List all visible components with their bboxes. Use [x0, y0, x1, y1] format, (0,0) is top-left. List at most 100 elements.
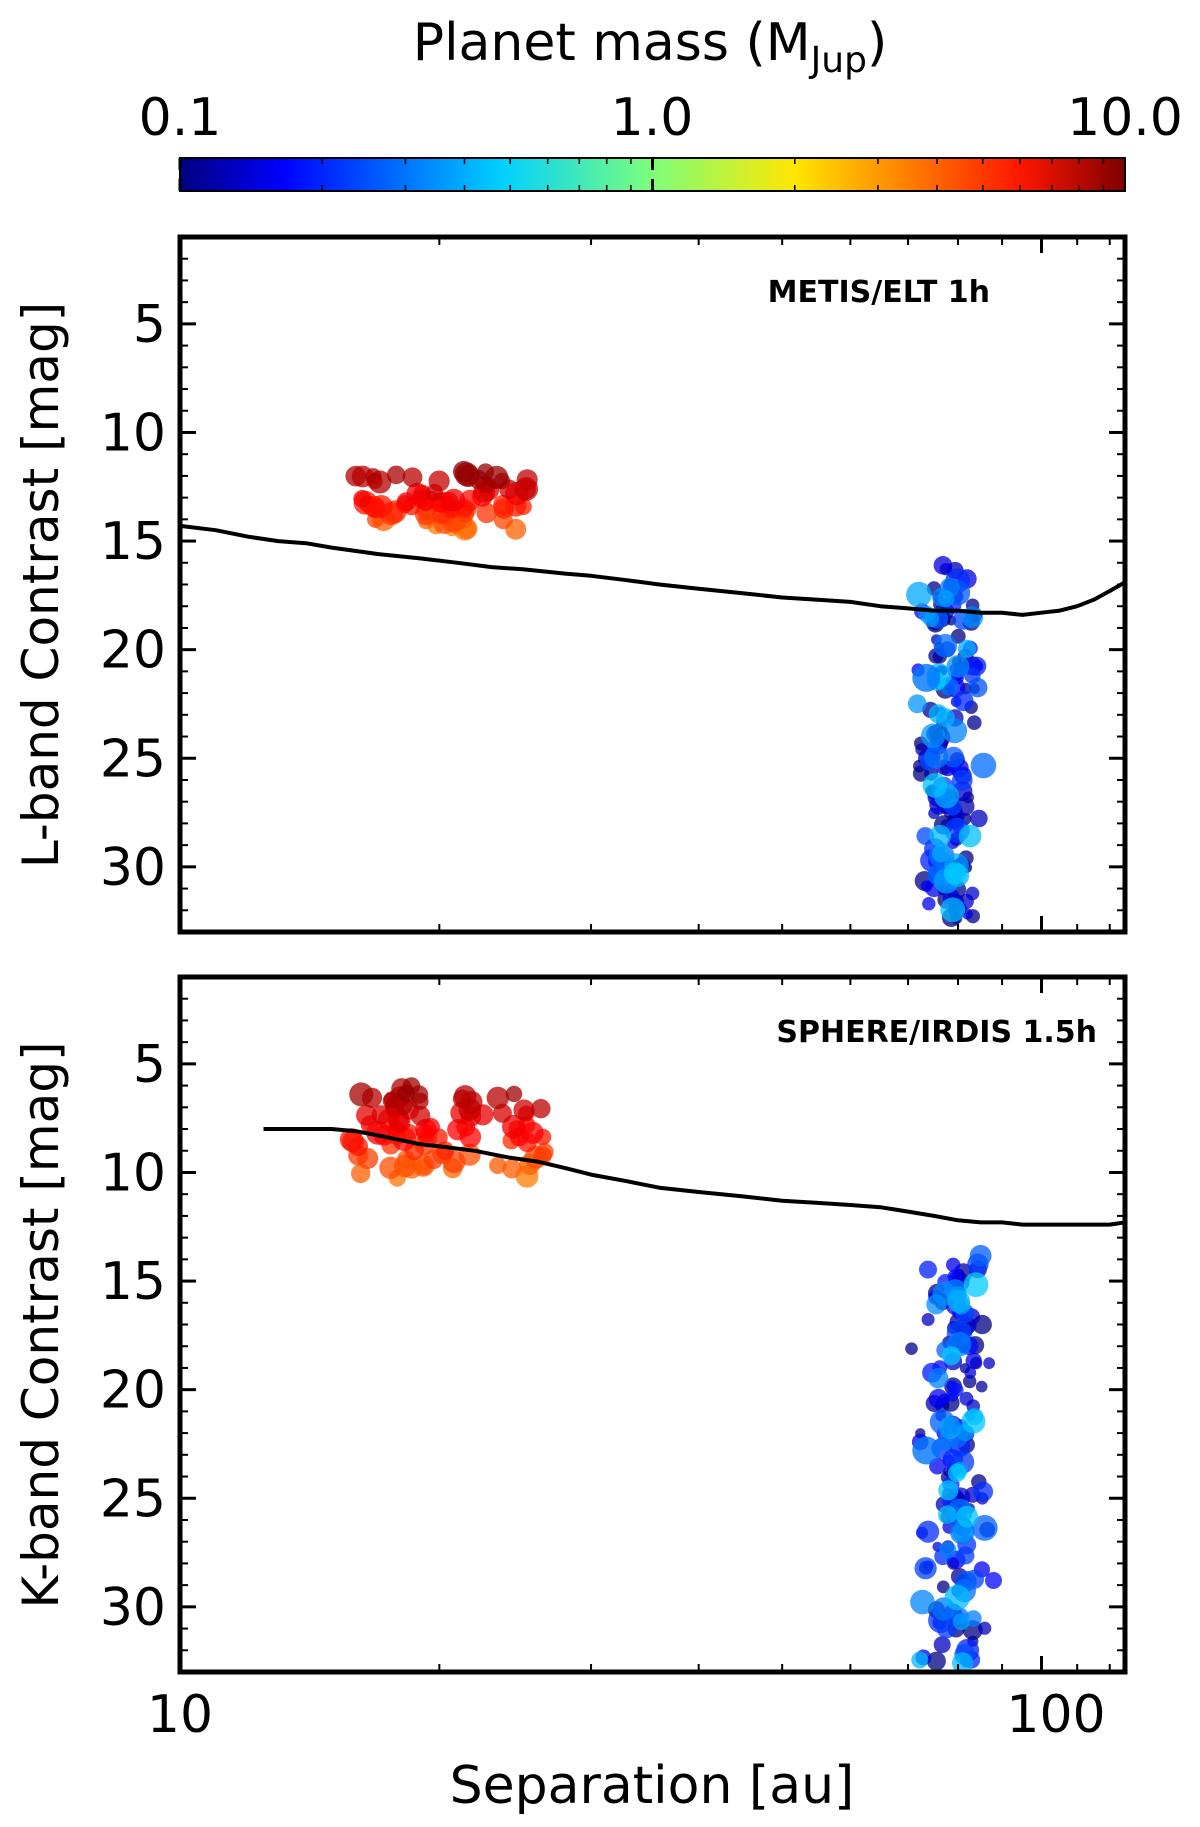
scatter-point [936, 1580, 950, 1594]
scatter-point [926, 1651, 946, 1671]
colorbar: Planet mass (MJup) 0.1 1.0 10.0 [139, 13, 1183, 192]
scatter-point [950, 1383, 964, 1397]
scatter-point [921, 1313, 935, 1326]
scatter-point [905, 1342, 918, 1355]
scatter-point [970, 809, 988, 828]
scatter-point [453, 460, 475, 483]
scatter-point [356, 1104, 378, 1126]
scatter-point [947, 1289, 971, 1313]
y-tick-label: 10 [100, 404, 166, 464]
scatter-point [978, 1621, 992, 1635]
scatter-point [912, 663, 941, 692]
colorbar-tick-label-0.1: 0.1 [139, 88, 222, 148]
y-tick-label: 25 [100, 1469, 166, 1529]
colorbar-tick-label-1.0: 1.0 [611, 88, 694, 148]
top-plot-marks [180, 460, 1125, 927]
scatter-point [516, 469, 538, 491]
scatter-point [967, 715, 982, 730]
scatter-point [477, 463, 495, 481]
scatter-point [941, 1346, 961, 1366]
top-axis-ticks: 5 10 15 20 25 30 [100, 237, 1125, 932]
scatter-point [920, 880, 933, 892]
scatter-point [985, 1572, 1002, 1589]
scatter-point [906, 581, 932, 608]
y-tick-label: 15 [100, 1252, 166, 1312]
scatter-point [531, 1099, 551, 1119]
panel-top: 5 10 15 20 25 30 METIS/ELT 1h L-band Contrast… [12, 234, 1128, 935]
scatter-point [928, 1368, 949, 1389]
scatter-point [946, 1257, 961, 1273]
y-tick-label: 25 [100, 729, 166, 789]
scatter-point [910, 1589, 935, 1615]
bottom-ylabel: K-band Contrast [mag] [12, 1042, 70, 1609]
scatter-point [922, 773, 948, 798]
y-tick-label: 20 [100, 1361, 166, 1421]
colorbar-minor-ticks [178, 158, 1105, 191]
scatter-point [936, 1618, 957, 1639]
scatter-point [911, 1651, 929, 1669]
scatter-point [928, 704, 948, 724]
y-tick-label: 5 [133, 295, 166, 355]
y-tick-label: 15 [100, 512, 166, 572]
bottom-axis-ticks: 5 10 15 20 25 30 [100, 977, 1125, 1672]
colorbar-label: Planet mass (MJup) [413, 13, 888, 81]
scatter-point [386, 465, 406, 485]
scatter-point [943, 862, 967, 885]
scatter-point [342, 1130, 364, 1153]
scatter-point [953, 690, 974, 712]
scatter-point [926, 1294, 947, 1315]
scatter-point [513, 1099, 535, 1121]
scatter-point [349, 1082, 374, 1107]
scatter-point [931, 844, 950, 863]
y-tick-label: 20 [100, 621, 166, 681]
scatter-point [428, 470, 450, 492]
scatter-point [956, 1505, 979, 1528]
scatter-point [933, 556, 953, 575]
x-tick-label-10: 10 [147, 1685, 213, 1745]
panel-bottom: 5 10 15 20 25 30 SPHERE/IRDIS 1.5h K-band Con… [12, 974, 1128, 1816]
scatter-point [442, 488, 466, 512]
scatter-point [345, 465, 367, 487]
scatter-point [505, 1085, 523, 1103]
scatter-point [353, 489, 371, 508]
scatter-point [919, 1260, 937, 1279]
scatter-point [916, 827, 935, 845]
scatter-point [922, 610, 940, 628]
scatter-point [928, 1388, 949, 1409]
scatter-point [956, 1546, 975, 1565]
scatter-point [410, 1105, 431, 1126]
scatter-point [983, 1357, 995, 1370]
scatter-point [946, 655, 970, 678]
detection-limit-curve [180, 523, 1125, 617]
scatter-point [938, 1505, 957, 1525]
scatter-point [971, 1515, 998, 1541]
scatter-point [924, 744, 949, 769]
scatter-point [929, 824, 951, 847]
scatter-point [938, 1416, 962, 1440]
scatter-point [502, 1159, 522, 1179]
scatter-point [973, 1481, 994, 1502]
scatter-point [917, 1520, 940, 1543]
x-tick-label-100: 100 [1006, 1685, 1105, 1745]
scatter-point [967, 677, 988, 698]
y-tick-label: 30 [100, 1578, 166, 1638]
y-tick-label: 5 [133, 1035, 166, 1095]
scatter-point [944, 1584, 970, 1611]
scatter-point [365, 468, 382, 485]
scatter-point [961, 1409, 986, 1434]
scatter-point [397, 1084, 416, 1103]
scatter-point [476, 502, 497, 524]
scatter-point [963, 1272, 989, 1298]
scatter-point [939, 1541, 957, 1559]
scatter-point [937, 590, 955, 608]
top-clipped-marks [180, 460, 1125, 927]
scatter-point [965, 1352, 982, 1370]
scatter-point [489, 1156, 507, 1174]
bottom-annotation: SPHERE/IRDIS 1.5h [776, 1015, 1097, 1050]
scatter-point [914, 1557, 937, 1580]
colorbar-label-subscript: Jup [809, 40, 867, 81]
scatter-point [957, 639, 977, 658]
scatter-point [958, 824, 982, 848]
scatter-point [907, 694, 927, 714]
